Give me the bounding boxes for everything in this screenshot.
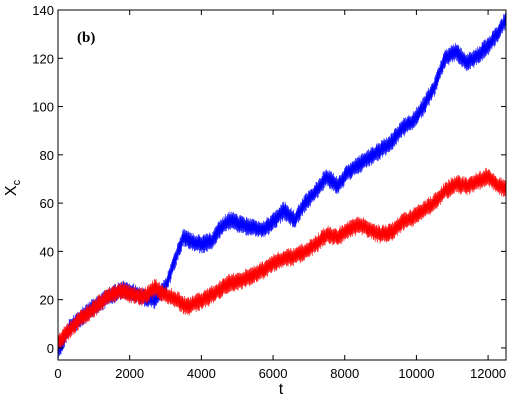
x-tick-label: 2000 [115,366,144,381]
y-axis-label: Xc [3,179,23,196]
y-axis-label-subscript: c [11,179,23,185]
x-axis-label: t [279,381,284,398]
y-tick-label: 40 [40,244,54,259]
panel-label: (b) [77,30,95,46]
y-tick-label: 60 [40,196,54,211]
plot-frame [57,9,507,361]
axis-ticks: 0 2000 4000 6000 8000 10000 12000 0 20 40 60 80 100 1… [32,3,506,381]
series-line-2 [58,167,506,352]
y-tick-label: 20 [40,293,54,308]
x-tick-label: 8000 [330,366,359,381]
x-tick-label: 4000 [187,366,216,381]
y-axis-label-group: Xc [3,179,23,196]
y-tick-label: 140 [32,3,54,18]
x-tick-label: 0 [54,366,61,381]
x-tick-label: 12000 [470,366,506,381]
y-tick-label: 120 [32,51,54,66]
y-tick-label: 80 [40,148,54,163]
y-tick-label: 0 [47,341,54,356]
y-tick-label: 100 [32,100,54,115]
x-tick-label: 6000 [259,366,288,381]
x-tick-label: 10000 [398,366,434,381]
series-line-1 [58,13,506,359]
y-axis-label-main: X [3,185,20,196]
plot-area [58,13,506,359]
